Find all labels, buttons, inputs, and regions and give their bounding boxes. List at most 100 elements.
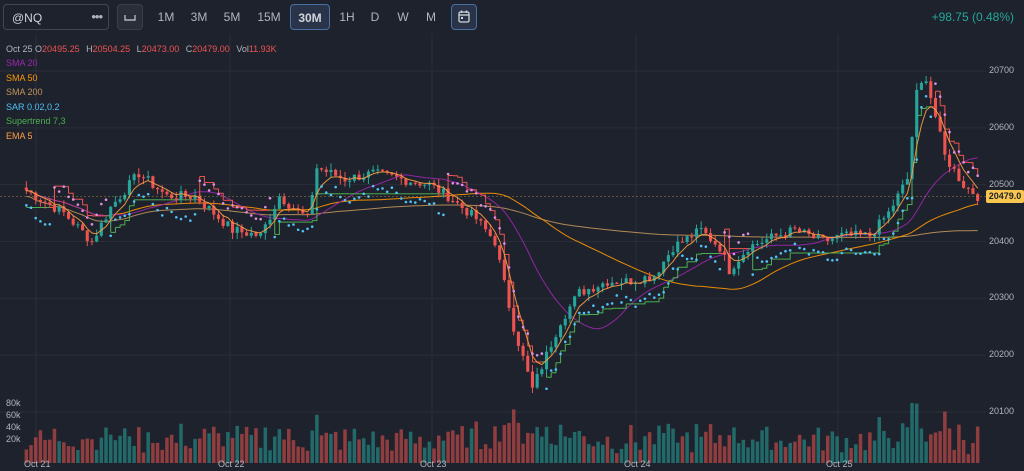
volume-bar: [905, 427, 910, 463]
volume-bar: [465, 447, 469, 463]
chart-type-button[interactable]: [117, 4, 143, 30]
volume-bar: [493, 426, 497, 463]
indicator-sar[interactable]: SAR 0.02,0.2: [6, 101, 60, 112]
sar-dot: [770, 256, 773, 260]
candle-body: [301, 209, 305, 214]
timeframe-m[interactable]: M: [426, 10, 436, 24]
volume-bar: [549, 443, 553, 463]
candle-body: [924, 81, 928, 83]
sar-dot: [249, 214, 253, 217]
sar-dot: [634, 305, 637, 309]
indicator-sma[interactable]: SMA 20: [6, 58, 38, 68]
volume-bar: [118, 435, 122, 463]
more-options-icon[interactable]: •••: [91, 9, 103, 24]
indicator-ema[interactable]: EMA 5: [6, 130, 33, 141]
sar-dot: [456, 182, 459, 185]
supertrend-segment: [973, 168, 979, 176]
candle-body: [179, 191, 183, 200]
timeframe-1m[interactable]: 1M: [157, 10, 175, 24]
candle-body: [474, 209, 478, 220]
indicator-supertrend[interactable]: Supertrend 7,3: [6, 116, 66, 126]
volume-bar: [244, 426, 249, 463]
sar-dot: [409, 200, 412, 204]
volume-bar: [324, 432, 329, 463]
candle-body: [334, 169, 338, 176]
volume-bar: [661, 433, 666, 463]
candle-body: [732, 268, 736, 275]
volume-bar: [146, 432, 150, 463]
sar-dot: [399, 197, 403, 200]
timeframe-5m[interactable]: 5M: [223, 10, 241, 24]
volume-bar: [76, 450, 80, 463]
timeframe-1h[interactable]: 1H: [339, 10, 355, 24]
sar-dot: [737, 241, 740, 244]
price-change: +98.75 (0.48%): [931, 10, 1014, 24]
sar-dot: [784, 249, 787, 253]
volume-bar: [610, 448, 614, 463]
sar-dot: [653, 296, 656, 299]
candle-body: [446, 188, 450, 202]
indicator-sma[interactable]: SMA 200: [6, 87, 43, 97]
symbol-search-box[interactable]: @NQ •••: [3, 4, 109, 30]
candle-body: [493, 236, 497, 246]
sar-dot: [578, 311, 581, 315]
sar-dot: [465, 190, 469, 193]
timeframe-w[interactable]: W: [397, 10, 409, 24]
sar-dot: [540, 352, 544, 355]
sar-dot: [460, 183, 464, 187]
sar-dot: [615, 294, 619, 297]
candle-body: [479, 219, 483, 221]
volume-bar: [629, 424, 633, 463]
price-axis[interactable]: 20700 20600 20500 20400 20300 20200 20100 2047…: [986, 34, 1024, 471]
sar-dot: [592, 304, 595, 308]
volume-bar: [460, 426, 464, 463]
sar-dot: [517, 315, 520, 319]
volume-bar: [563, 436, 568, 463]
candle-body: [699, 227, 703, 229]
candle-body: [746, 251, 750, 255]
candle-body: [718, 244, 722, 252]
sar-dot: [831, 259, 834, 262]
timeframe-15m[interactable]: 15M: [257, 10, 281, 24]
candle-body: [404, 178, 408, 185]
calendar-button[interactable]: [451, 4, 477, 30]
timeframe-d[interactable]: D: [370, 10, 380, 24]
price-tick: 20700: [989, 65, 1015, 76]
sar-dot: [671, 267, 675, 270]
price-tick: 20500: [989, 178, 1015, 189]
candle-body: [315, 168, 319, 195]
candle-body: [957, 168, 961, 181]
candle-body: [488, 229, 492, 237]
candle-body: [652, 276, 656, 281]
price-chart[interactable]: [0, 34, 986, 471]
volume-bar: [891, 448, 896, 463]
candle-body: [643, 276, 647, 284]
sar-dot: [952, 151, 956, 154]
candle-body: [896, 193, 900, 206]
sar-dot: [25, 204, 28, 207]
sar-dot: [385, 190, 389, 194]
timeframe-30m[interactable]: 30M: [290, 4, 330, 30]
candle-body: [694, 228, 699, 238]
sar-dot: [128, 212, 131, 216]
candle-body: [840, 232, 844, 236]
sar-dot: [376, 187, 380, 191]
indicator-sma[interactable]: SMA 50: [6, 72, 38, 83]
sar-dot: [362, 192, 366, 196]
sar-dot: [151, 202, 155, 206]
sar-dot: [278, 219, 281, 223]
sar-dot: [221, 202, 225, 205]
candle-body: [713, 241, 717, 245]
high-label: H: [86, 44, 93, 54]
sar-dot: [184, 215, 187, 218]
timeframe-3m[interactable]: 3M: [190, 10, 208, 24]
sar-dot: [849, 248, 853, 252]
volume-bar: [385, 439, 389, 463]
candle-body: [887, 211, 891, 219]
sar-dot: [906, 197, 909, 200]
candle-body: [146, 176, 150, 178]
volume-bar: [732, 427, 736, 463]
supertrend-segment: [68, 192, 74, 200]
sar-dot: [348, 201, 351, 204]
candle-body: [568, 306, 572, 319]
